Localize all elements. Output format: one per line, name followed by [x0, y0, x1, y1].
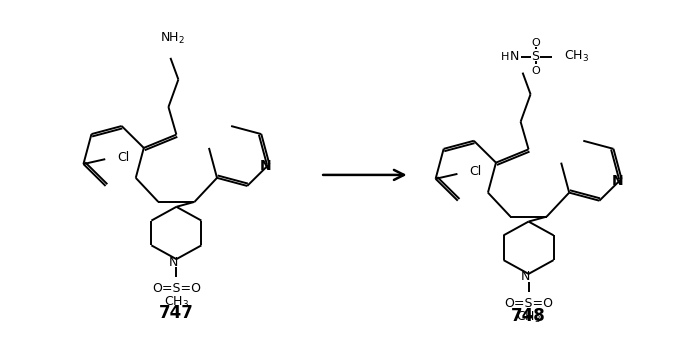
Text: CH$_3$: CH$_3$ — [164, 295, 189, 310]
Text: N: N — [510, 51, 519, 63]
Text: N: N — [521, 270, 531, 283]
Text: CH$_3$: CH$_3$ — [564, 49, 589, 64]
Text: N: N — [168, 256, 178, 268]
Text: O: O — [531, 38, 540, 48]
Text: O=S=O: O=S=O — [152, 282, 201, 295]
Text: Cl: Cl — [469, 165, 482, 178]
Text: O: O — [531, 66, 540, 76]
Text: S: S — [531, 51, 540, 63]
Text: O=S=O: O=S=O — [504, 297, 553, 310]
Text: H: H — [500, 52, 509, 62]
Text: N: N — [612, 174, 624, 188]
Text: 748: 748 — [511, 306, 546, 324]
Text: CH$_3$: CH$_3$ — [516, 310, 541, 325]
Text: Cl: Cl — [117, 151, 129, 164]
Text: NH$_2$: NH$_2$ — [160, 31, 185, 46]
Text: N: N — [259, 159, 271, 173]
Text: 747: 747 — [159, 304, 194, 322]
